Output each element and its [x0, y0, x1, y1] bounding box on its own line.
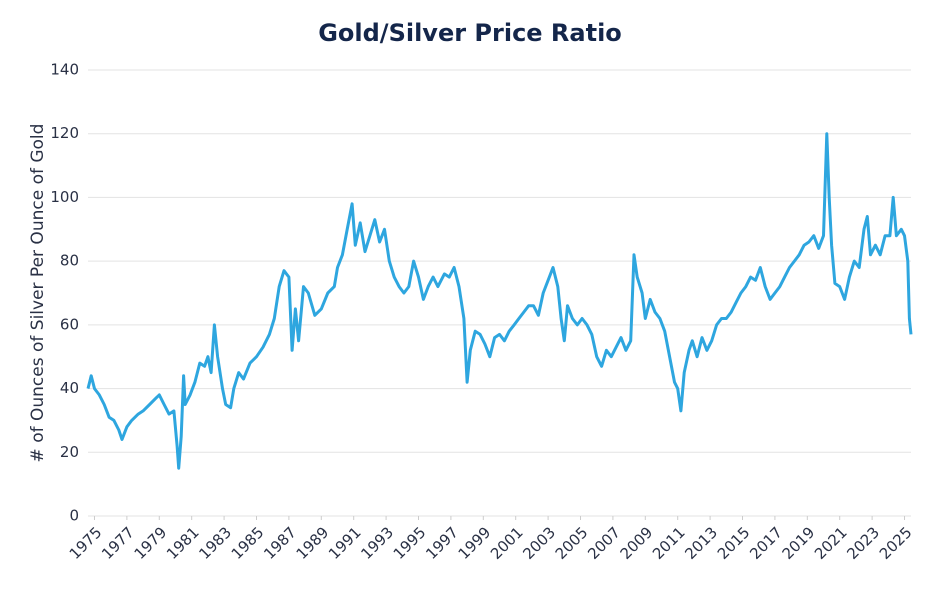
x-tick-label: 1993: [357, 523, 397, 563]
y-tick-label: 140: [50, 61, 79, 79]
chart-title: Gold/Silver Price Ratio: [318, 19, 622, 47]
x-tick-label: 2009: [617, 523, 657, 563]
x-tick-label: 1979: [131, 523, 171, 563]
x-tick-label: 1981: [163, 523, 203, 563]
x-tick-label: 2013: [681, 523, 721, 563]
x-tick-label: 1989: [293, 523, 333, 563]
x-tick-label: 1991: [325, 523, 365, 563]
x-tick-label: 1985: [228, 523, 268, 563]
x-tick-label: 2021: [811, 523, 851, 563]
y-axis-label: # of Ounces of Silver Per Ounce of Gold: [28, 124, 48, 463]
x-tick-label: 2017: [746, 523, 786, 563]
x-tick-label: 2003: [519, 523, 559, 563]
x-tick-label: 2025: [876, 523, 916, 563]
x-tick-label: 1987: [260, 523, 300, 563]
x-tick-label: 2007: [584, 523, 624, 563]
x-tick-label: 2011: [649, 523, 689, 563]
x-tick-label: 2019: [779, 523, 819, 563]
x-tick-label: 1975: [66, 523, 106, 563]
y-tick-label: 80: [60, 252, 79, 270]
x-tick-label: 2001: [487, 523, 527, 563]
x-tick-label: 1977: [98, 523, 138, 563]
x-tick-label: 1997: [422, 523, 462, 563]
x-tick-label: 2005: [552, 523, 592, 563]
y-tick-label: 60: [60, 315, 79, 333]
y-tick-label: 0: [69, 507, 79, 525]
x-tick-label: 1983: [195, 523, 235, 563]
y-tick-label: 20: [60, 443, 79, 461]
data-line: [86, 132, 913, 470]
x-tick-label: 1999: [455, 523, 495, 563]
y-tick-label: 100: [50, 188, 79, 206]
x-tick-label: 1995: [390, 523, 430, 563]
y-tick-label: 120: [50, 124, 79, 142]
y-tick-label: 40: [60, 379, 79, 397]
x-tick-label: 2015: [714, 523, 754, 563]
x-tick-label: 2023: [843, 523, 883, 563]
